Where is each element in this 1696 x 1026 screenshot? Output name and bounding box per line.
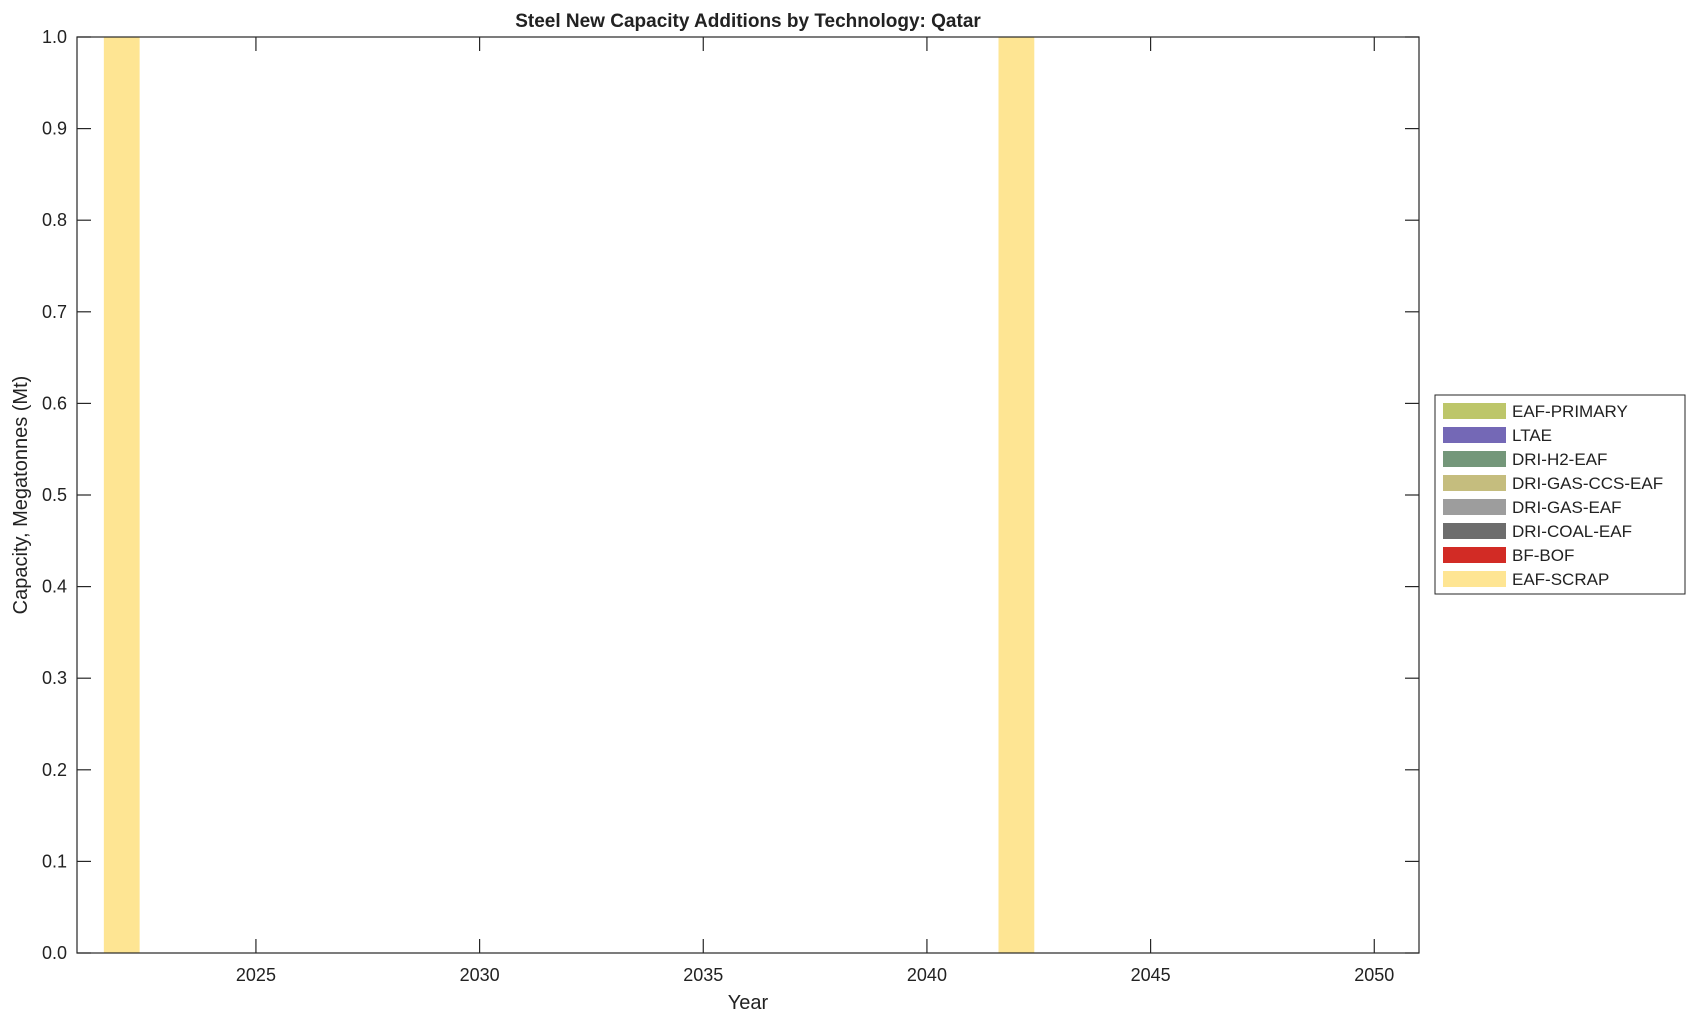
- legend-swatch-eaf-scrap: [1443, 571, 1506, 587]
- legend-label: BF-BOF: [1512, 546, 1574, 565]
- x-tick-label: 2035: [683, 965, 723, 985]
- y-tick-label: 0.8: [42, 210, 67, 230]
- legend-label: DRI-GAS-CCS-EAF: [1512, 474, 1663, 493]
- bars: [103, 37, 1035, 953]
- legend-swatch-dri-coal-eaf: [1443, 523, 1506, 539]
- x-tick-label: 2025: [236, 965, 276, 985]
- y-axis-label: Capacity, Megatonnes (Mt): [10, 376, 32, 615]
- legend-label: DRI-GAS-EAF: [1512, 498, 1622, 517]
- legend-label: EAF-SCRAP: [1512, 570, 1609, 589]
- y-tick-label: 0.1: [42, 851, 67, 871]
- legend-label: DRI-H2-EAF: [1512, 450, 1607, 469]
- y-axis: 0.0 0.1 0.2 0.3 0.4 0.5 0.6 0.7 0.8 0.9 1.0: [42, 27, 1419, 963]
- x-tick-label: 2050: [1354, 965, 1394, 985]
- x-tick-label: 2045: [1131, 965, 1171, 985]
- y-tick-label: 0.5: [42, 485, 67, 505]
- legend-label: EAF-PRIMARY: [1512, 402, 1628, 421]
- y-tick-label: 0.7: [42, 302, 67, 322]
- x-axis: 2025 2030 2035 2040 2045 2050: [236, 37, 1394, 985]
- legend-swatch-ltae: [1443, 427, 1506, 443]
- plot-area-frame: [76, 36, 1420, 954]
- bar-eaf-scrap-2042: [998, 37, 1035, 953]
- y-tick-label: 0.3: [42, 668, 67, 688]
- bar-eaf-scrap-2022: [103, 37, 140, 953]
- legend: EAF-PRIMARY LTAE DRI-H2-EAF DRI-GAS-CCS-EAF…: [1434, 394, 1686, 595]
- x-tick-label: 2030: [460, 965, 500, 985]
- legend-swatch-dri-gas-eaf: [1443, 499, 1506, 515]
- legend-label: DRI-COAL-EAF: [1512, 522, 1632, 541]
- x-axis-label: Year: [728, 992, 769, 1014]
- y-tick-label: 0.4: [42, 577, 67, 597]
- y-tick-label: 1.0: [42, 27, 67, 47]
- legend-swatch-dri-gas-ccs-eaf: [1443, 475, 1506, 491]
- legend-swatch-dri-h2-eaf: [1443, 451, 1506, 467]
- legend-label: LTAE: [1512, 426, 1552, 445]
- y-tick-label: 0.6: [42, 393, 67, 413]
- y-tick-label: 0.9: [42, 119, 67, 139]
- x-tick-label: 2040: [907, 965, 947, 985]
- y-tick-label: 0.0: [42, 943, 67, 963]
- legend-swatch-eaf-primary: [1443, 403, 1506, 419]
- chart-title: Steel New Capacity Additions by Technolo…: [515, 11, 981, 32]
- y-tick-label: 0.2: [42, 760, 67, 780]
- legend-swatch-bf-bof: [1443, 547, 1506, 563]
